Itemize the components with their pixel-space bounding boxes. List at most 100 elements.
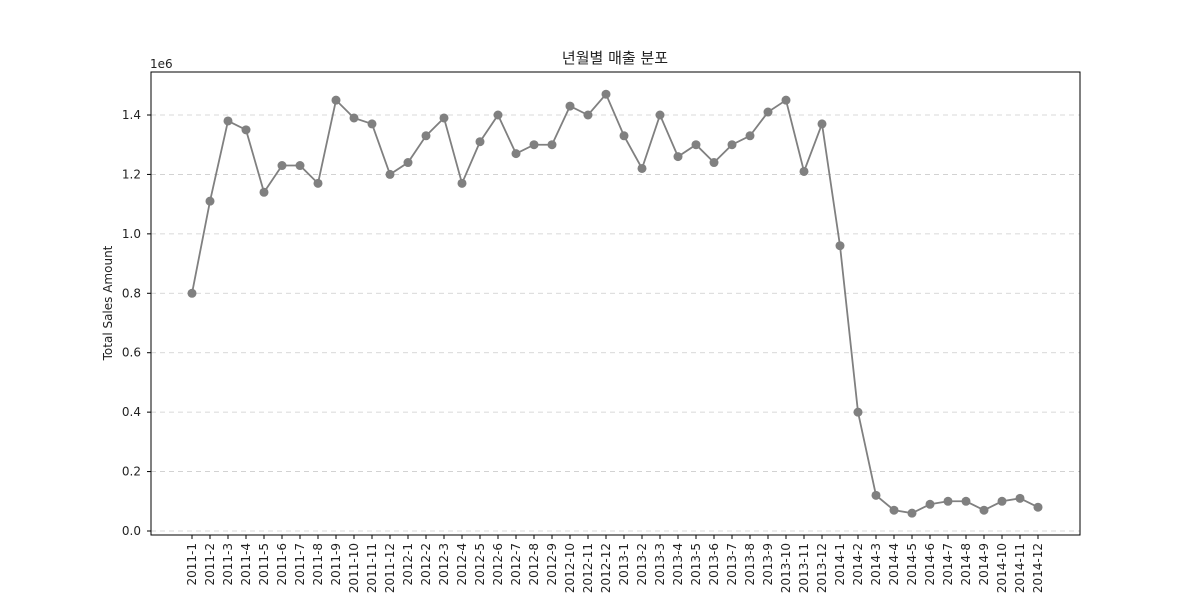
x-tick-label: 2013-6: [707, 543, 721, 586]
x-tick-label: 2011-2: [203, 543, 217, 586]
y-tick-label: 0.6: [122, 346, 141, 360]
y-tick-label: 0.2: [122, 465, 141, 479]
data-point: [403, 158, 413, 168]
x-tick-label: 2011-6: [275, 543, 289, 586]
x-tick-label: 2012-3: [437, 543, 451, 586]
data-point: [781, 95, 791, 105]
plot-frame: [150, 71, 1081, 536]
x-tick-label: 2012-7: [509, 543, 523, 586]
y-tick-label: 1.2: [122, 167, 141, 181]
data-point: [871, 490, 881, 500]
x-tick-label: 2014-7: [941, 543, 955, 586]
data-point: [295, 161, 305, 171]
x-tick-label: 2013-8: [743, 543, 757, 586]
y-tick-label: 0.8: [122, 286, 141, 300]
data-point: [205, 196, 215, 206]
x-tick-label: 2014-1: [833, 543, 847, 586]
x-tick-label: 2011-5: [257, 543, 271, 586]
sales-line: [191, 92, 1039, 515]
data-point: [925, 499, 935, 509]
data-point: [601, 89, 611, 99]
data-point: [367, 119, 377, 129]
data-point: [565, 101, 575, 111]
x-tick-label: 2012-1: [401, 543, 415, 586]
data-point: [727, 140, 737, 150]
data-point: [241, 125, 251, 135]
x-tick-label: 2014-8: [959, 543, 973, 586]
x-tick-label: 2012-4: [455, 543, 469, 586]
data-point: [259, 187, 269, 197]
x-tick-label: 2012-10: [563, 543, 577, 593]
data-point: [709, 158, 719, 168]
data-point: [979, 505, 989, 515]
data-point: [619, 131, 629, 141]
x-tick-label: 2013-3: [653, 543, 667, 586]
chart-title: 년월별 매출 분포: [562, 49, 668, 67]
x-axis: 2011-1 2011-2 2011-3 2011-4 2011-5 2011-6 2011…: [185, 535, 1045, 593]
x-tick-label: 2011-12: [383, 543, 397, 593]
data-point: [439, 113, 449, 123]
data-point: [529, 140, 539, 150]
x-tick-label: 2012-9: [545, 543, 559, 586]
x-tick-label: 2012-12: [599, 543, 613, 593]
x-tick-label: 2013-10: [779, 543, 793, 593]
data-point: [475, 137, 485, 147]
y-tick-label: 1.0: [122, 227, 141, 241]
x-tick-label: 2011-7: [293, 543, 307, 586]
x-tick-label: 2013-5: [689, 543, 703, 586]
data-point: [691, 140, 701, 150]
x-tick-label: 2014-2: [851, 543, 865, 586]
x-tick-label: 2014-10: [995, 543, 1009, 593]
data-point: [853, 407, 863, 417]
data-point: [277, 161, 287, 171]
x-tick-label: 2012-2: [419, 543, 433, 586]
y-axis: 0.0 0.2 0.4 0.6 0.8 1.0 1.2 1.4: [122, 108, 151, 538]
data-point: [223, 116, 233, 126]
data-point: [331, 95, 341, 105]
x-tick-label: 2012-11: [581, 543, 595, 593]
x-tick-label: 2013-2: [635, 543, 649, 586]
x-tick-label: 2014-9: [977, 543, 991, 586]
x-tick-label: 2013-12: [815, 543, 829, 593]
x-tick-label: 2012-6: [491, 543, 505, 586]
x-tick-label: 2011-10: [347, 543, 361, 593]
data-point: [835, 241, 845, 251]
x-tick-label: 2011-3: [221, 543, 235, 586]
data-point: [313, 178, 323, 188]
x-tick-label: 2013-9: [761, 543, 775, 586]
data-point: [655, 110, 665, 120]
sales-series: [187, 89, 1043, 518]
data-point: [493, 110, 503, 120]
data-point: [889, 505, 899, 515]
data-point: [385, 169, 395, 179]
data-point: [1033, 502, 1043, 512]
data-point: [745, 131, 755, 141]
data-point: [511, 149, 521, 159]
x-tick-label: 2011-4: [239, 543, 253, 586]
data-point: [1015, 493, 1025, 503]
y-axis-title: Total Sales Amount: [101, 245, 115, 361]
x-tick-label: 2011-1: [185, 543, 199, 586]
x-tick-label: 2013-11: [797, 543, 811, 593]
x-tick-label: 2011-11: [365, 543, 379, 593]
data-point: [763, 107, 773, 117]
data-point: [673, 152, 683, 162]
y-tick-label: 0.0: [122, 524, 141, 538]
x-tick-label: 2013-7: [725, 543, 739, 586]
data-point: [637, 163, 647, 173]
x-tick-label: 2014-5: [905, 543, 919, 586]
x-tick-label: 2014-6: [923, 543, 937, 586]
data-point: [907, 508, 917, 518]
y-tick-label: 1.4: [122, 108, 141, 122]
y-scale-label: 1e6: [150, 57, 173, 71]
data-point: [961, 496, 971, 506]
data-point: [349, 113, 359, 123]
x-tick-label: 2014-12: [1031, 543, 1045, 593]
x-tick-label: 2011-9: [329, 543, 343, 586]
gridlines: [151, 114, 1080, 532]
data-point: [997, 496, 1007, 506]
data-point: [421, 131, 431, 141]
x-tick-label: 2013-1: [617, 543, 631, 586]
x-tick-label: 2014-4: [887, 543, 901, 586]
